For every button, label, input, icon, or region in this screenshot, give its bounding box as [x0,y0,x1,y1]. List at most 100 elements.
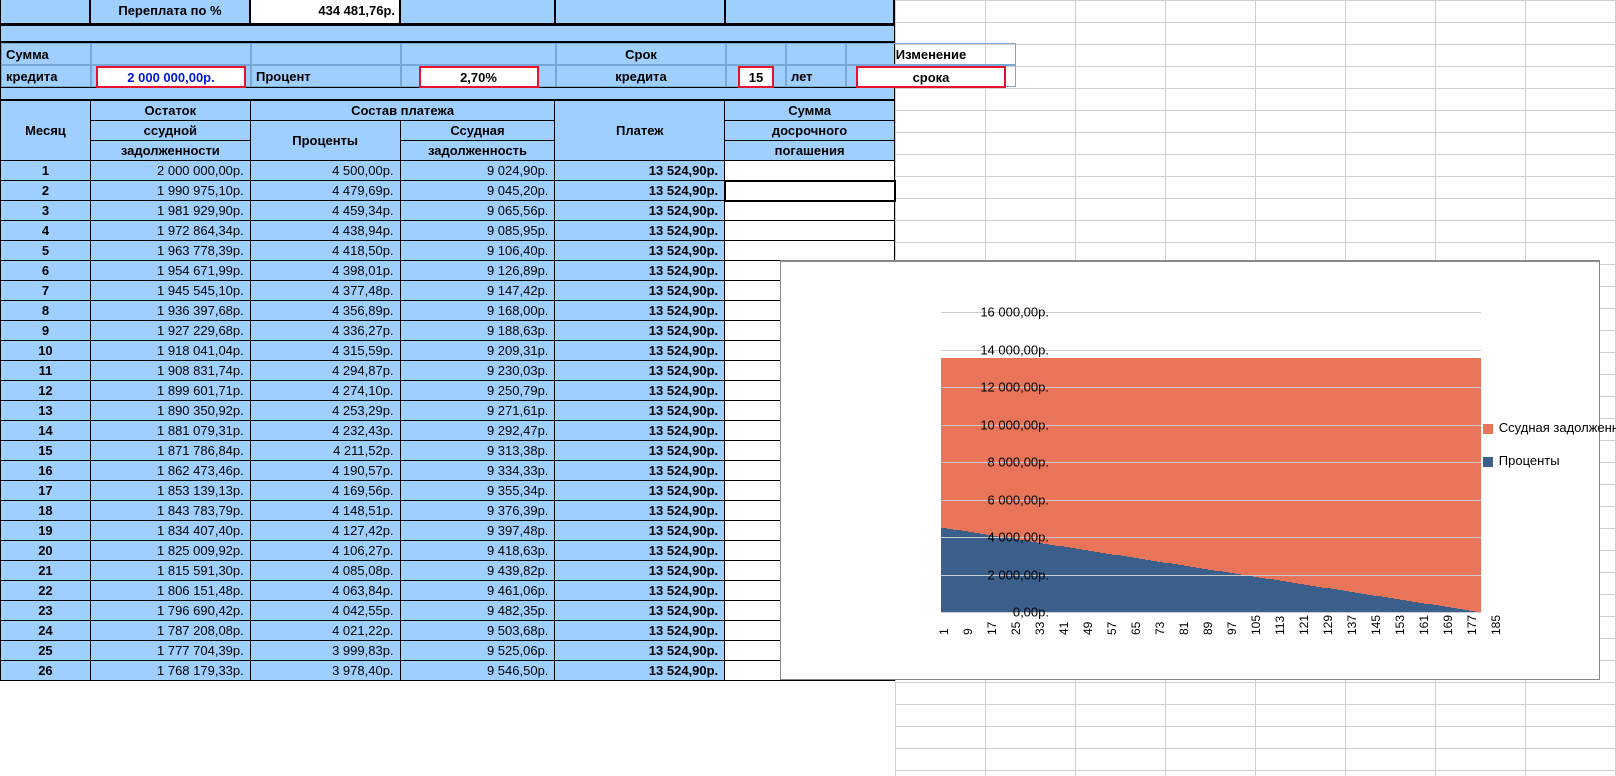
cell-principal[interactable]: 9 230,03р. [400,361,555,381]
table-row[interactable]: 12 000 000,00р.4 500,00р.9 024,90р.13 52… [1,161,895,181]
cell-month[interactable]: 4 [1,221,91,241]
cell-principal[interactable]: 9 546,50р. [400,661,555,681]
cell-balance[interactable]: 1 768 179,33р. [90,661,250,681]
cell-principal[interactable]: 9 209,31р. [400,341,555,361]
table-row[interactable]: 41 972 864,34р.4 438,94р.9 085,95р.13 52… [1,221,895,241]
cell-principal[interactable]: 9 188,63р. [400,321,555,341]
table-row[interactable]: 231 796 690,42р.4 042,55р.9 482,35р.13 5… [1,601,895,621]
cell-interest[interactable]: 3 999,83р. [250,641,400,661]
cell-balance[interactable]: 1 853 139,13р. [90,481,250,501]
cell-month[interactable]: 21 [1,561,91,581]
cell-month[interactable]: 16 [1,461,91,481]
cell-balance[interactable]: 1 862 473,46р. [90,461,250,481]
cell-payment[interactable]: 13 524,90р. [555,241,725,261]
cell-interest[interactable]: 4 063,84р. [250,581,400,601]
cell-payment[interactable]: 13 524,90р. [555,661,725,681]
cell-payment[interactable]: 13 524,90р. [555,361,725,381]
cell-payment[interactable]: 13 524,90р. [555,461,725,481]
cell-month[interactable]: 19 [1,521,91,541]
cell-payment[interactable]: 13 524,90р. [555,181,725,201]
cell-payment[interactable]: 13 524,90р. [555,221,725,241]
cell-principal[interactable]: 9 313,38р. [400,441,555,461]
cell-principal[interactable]: 9 024,90р. [400,161,555,181]
cell-interest[interactable]: 4 315,59р. [250,341,400,361]
table-row[interactable]: 81 936 397,68р.4 356,89р.9 168,00р.13 52… [1,301,895,321]
cell-interest[interactable]: 4 294,87р. [250,361,400,381]
cell-balance[interactable]: 1 843 783,79р. [90,501,250,521]
cell-payment[interactable]: 13 524,90р. [555,601,725,621]
cell-month[interactable]: 3 [1,201,91,221]
table-row[interactable]: 221 806 151,48р.4 063,84р.9 461,06р.13 5… [1,581,895,601]
cell-principal[interactable]: 9 525,06р. [400,641,555,661]
cell-principal[interactable]: 9 292,47р. [400,421,555,441]
table-row[interactable]: 181 843 783,79р.4 148,51р.9 376,39р.13 5… [1,501,895,521]
cell-interest[interactable]: 4 085,08р. [250,561,400,581]
table-row[interactable]: 71 945 545,10р.4 377,48р.9 147,42р.13 52… [1,281,895,301]
cell-interest[interactable]: 4 127,42р. [250,521,400,541]
cell-principal[interactable]: 9 355,34р. [400,481,555,501]
cell-balance[interactable]: 1 927 229,68р. [90,321,250,341]
cell-balance[interactable]: 1 777 704,39р. [90,641,250,661]
cell-balance[interactable]: 1 787 208,08р. [90,621,250,641]
cell-month[interactable]: 9 [1,321,91,341]
cell-month[interactable]: 23 [1,601,91,621]
table-row[interactable]: 31 981 929,90р.4 459,34р.9 065,56р.13 52… [1,201,895,221]
cell-month[interactable]: 10 [1,341,91,361]
cell-principal[interactable]: 9 250,79р. [400,381,555,401]
table-row[interactable]: 201 825 009,92р.4 106,27р.9 418,63р.13 5… [1,541,895,561]
cell-principal[interactable]: 9 126,89р. [400,261,555,281]
cell-month[interactable]: 18 [1,501,91,521]
cell-balance[interactable]: 1 945 545,10р. [90,281,250,301]
table-row[interactable]: 171 853 139,13р.4 169,56р.9 355,34р.13 5… [1,481,895,501]
cell-interest[interactable]: 4 211,52р. [250,441,400,461]
table-row[interactable]: 141 881 079,31р.4 232,43р.9 292,47р.13 5… [1,421,895,441]
cell-interest[interactable]: 4 356,89р. [250,301,400,321]
cell-balance[interactable]: 1 871 786,84р. [90,441,250,461]
table-row[interactable]: 61 954 671,99р.4 398,01р.9 126,89р.13 52… [1,261,895,281]
change-input[interactable]: срока [856,66,1006,88]
cell-principal[interactable]: 9 334,33р. [400,461,555,481]
cell-principal[interactable]: 9 147,42р. [400,281,555,301]
cell-month[interactable]: 11 [1,361,91,381]
table-row[interactable]: 51 963 778,39р.4 418,50р.9 106,40р.13 52… [1,241,895,261]
table-row[interactable]: 211 815 591,30р.4 085,08р.9 439,82р.13 5… [1,561,895,581]
table-row[interactable]: 151 871 786,84р.4 211,52р.9 313,38р.13 5… [1,441,895,461]
cell-payment[interactable]: 13 524,90р. [555,321,725,341]
cell-balance[interactable]: 1 954 671,99р. [90,261,250,281]
table-row[interactable]: 21 990 975,10р.4 479,69р.9 045,20р.13 52… [1,181,895,201]
cell-interest[interactable]: 4 274,10р. [250,381,400,401]
cell-interest[interactable]: 3 978,40р. [250,661,400,681]
payment-chart[interactable]: 1917253341495765738189971051131211291371… [780,260,1600,680]
cell-balance[interactable]: 1 825 009,92р. [90,541,250,561]
cell-interest[interactable]: 4 106,27р. [250,541,400,561]
cell-payment[interactable]: 13 524,90р. [555,201,725,221]
cell-interest[interactable]: 4 253,29р. [250,401,400,421]
cell-principal[interactable]: 9 376,39р. [400,501,555,521]
cell-month[interactable]: 5 [1,241,91,261]
cell-principal[interactable]: 9 461,06р. [400,581,555,601]
cell-interest[interactable]: 4 398,01р. [250,261,400,281]
table-row[interactable]: 91 927 229,68р.4 336,27р.9 188,63р.13 52… [1,321,895,341]
cell-principal[interactable]: 9 045,20р. [400,181,555,201]
cell-interest[interactable]: 4 232,43р. [250,421,400,441]
cell-month[interactable]: 17 [1,481,91,501]
table-row[interactable]: 131 890 350,92р.4 253,29р.9 271,61р.13 5… [1,401,895,421]
cell-principal[interactable]: 9 065,56р. [400,201,555,221]
cell-month[interactable]: 24 [1,621,91,641]
cell-balance[interactable]: 1 899 601,71р. [90,381,250,401]
cell-month[interactable]: 1 [1,161,91,181]
cell-interest[interactable]: 4 438,94р. [250,221,400,241]
table-row[interactable]: 241 787 208,08р.4 021,22р.9 503,68р.13 5… [1,621,895,641]
cell-interest[interactable]: 4 479,69р. [250,181,400,201]
cell-early-input[interactable] [725,181,895,201]
cell-interest[interactable]: 4 459,34р. [250,201,400,221]
cell-payment[interactable]: 13 524,90р. [555,521,725,541]
table-row[interactable]: 101 918 041,04р.4 315,59р.9 209,31р.13 5… [1,341,895,361]
cell-payment[interactable]: 13 524,90р. [555,541,725,561]
cell-month[interactable]: 14 [1,421,91,441]
cell-interest[interactable]: 4 336,27р. [250,321,400,341]
cell-payment[interactable]: 13 524,90р. [555,161,725,181]
cell-early-input[interactable] [725,201,895,221]
cell-month[interactable]: 25 [1,641,91,661]
cell-payment[interactable]: 13 524,90р. [555,561,725,581]
